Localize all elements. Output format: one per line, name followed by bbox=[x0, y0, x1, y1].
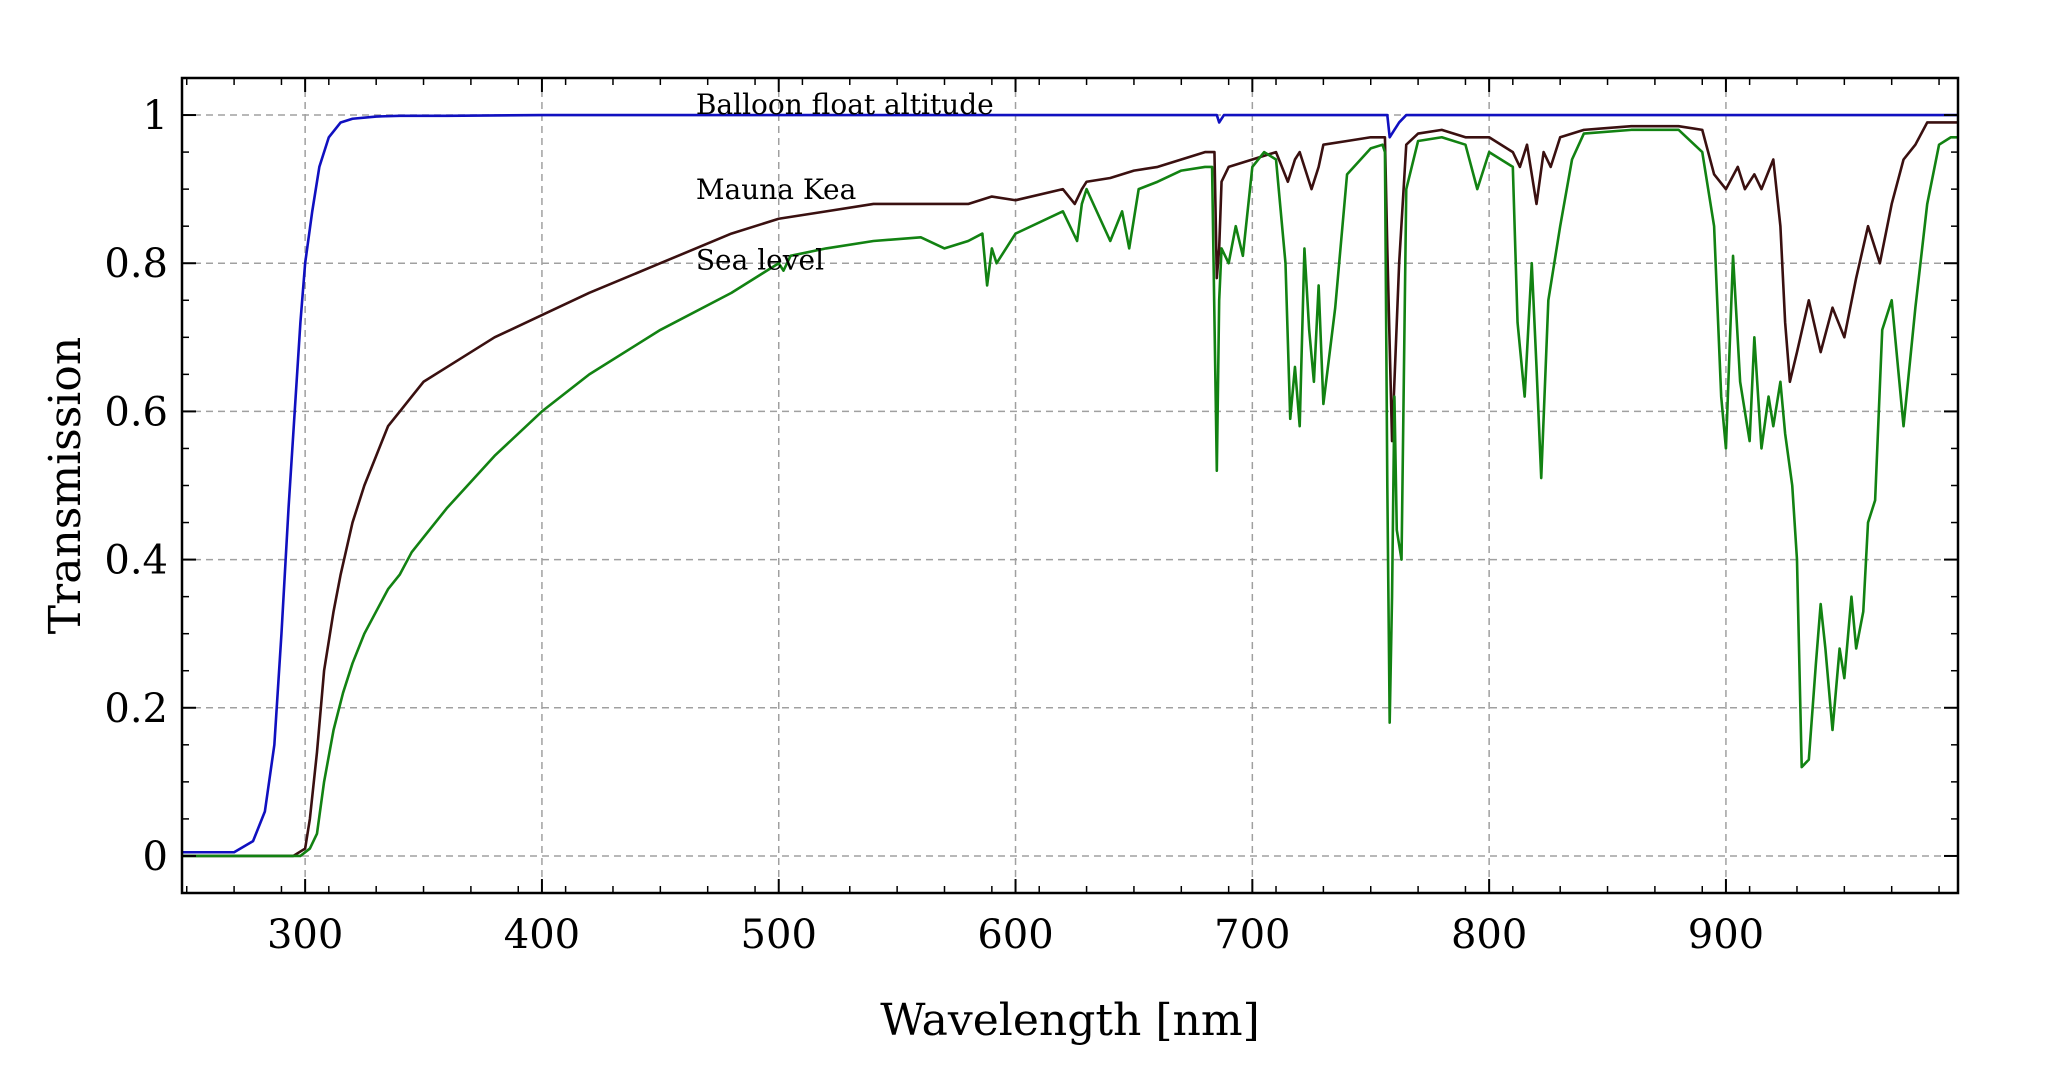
x-tick-label: 700 bbox=[1214, 912, 1290, 958]
series-line-balloon-float-altitude bbox=[182, 113, 1958, 854]
axes-layer bbox=[180, 76, 1960, 895]
y-tick-label: 0.2 bbox=[104, 686, 168, 732]
x-tick-label: 800 bbox=[1451, 912, 1527, 958]
series-annotation: Mauna Kea bbox=[696, 173, 856, 206]
series-annotation: Balloon float altitude bbox=[696, 88, 994, 121]
series-line-sea-level bbox=[182, 128, 1958, 858]
y-tick-label: 0 bbox=[143, 834, 168, 880]
y-tick-label: 0.8 bbox=[104, 241, 168, 287]
y-tick-label: 0.6 bbox=[104, 389, 168, 435]
x-tick-label: 400 bbox=[504, 912, 580, 958]
plot-frame bbox=[180, 76, 1960, 895]
y-tick-label: 1 bbox=[143, 93, 168, 139]
y-tick-label: 0.4 bbox=[104, 538, 168, 584]
x-tick-label: 900 bbox=[1688, 912, 1764, 958]
series-layer bbox=[182, 113, 1958, 858]
x-tick-label: 500 bbox=[741, 912, 817, 958]
grid-layer bbox=[182, 78, 1958, 893]
series-annotation: Sea level bbox=[696, 244, 824, 277]
x-tick-label: 300 bbox=[267, 912, 343, 958]
x-tick-label: 600 bbox=[977, 912, 1053, 958]
text-layer: Wavelength [nm] Transmission 300 400 500 60… bbox=[40, 88, 1764, 1046]
y-axis-label: Transmission bbox=[40, 337, 91, 634]
series-line-mauna-kea bbox=[182, 121, 1958, 858]
x-axis-label: Wavelength [nm] bbox=[880, 995, 1260, 1046]
